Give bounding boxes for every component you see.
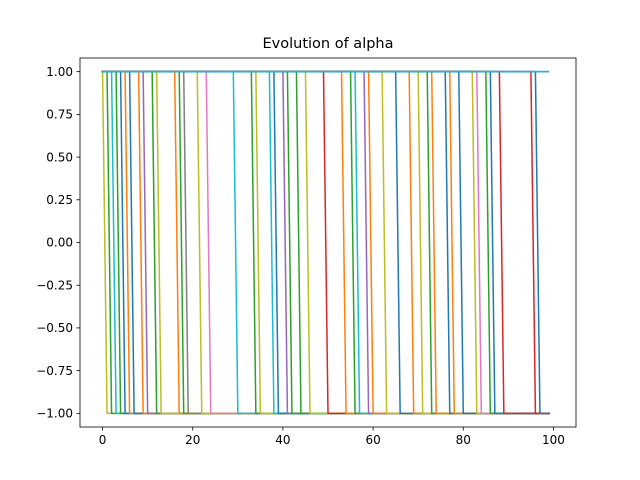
y-tick-label: 1.00 (46, 65, 73, 79)
x-tick-label: 100 (542, 433, 565, 447)
chart-title: Evolution of alpha (263, 36, 394, 52)
y-tick-label: −0.75 (36, 364, 73, 378)
x-tick-label: 40 (275, 433, 290, 447)
y-tick-label: −0.50 (36, 321, 73, 335)
series-layer (101, 70, 550, 415)
axes-layer: 0 20 40 60 80 100 1.00 0.75 0.50 0.25 0.00 −0.25 −0.… (36, 57, 577, 447)
y-tick-label: 0.75 (46, 108, 73, 122)
y-tick-label: 0.25 (46, 193, 73, 207)
x-tick-label: 60 (365, 433, 380, 447)
y-tick-label: −0.25 (36, 278, 73, 292)
series-line-25 (101, 70, 550, 415)
x-tick-label: 80 (456, 433, 471, 447)
y-tick-label: 0.00 (46, 236, 73, 250)
x-tick-label: 0 (99, 433, 107, 447)
y-tick-label: 0.50 (46, 150, 73, 164)
y-tick-label: −1.00 (36, 407, 73, 421)
x-tick-label: 20 (185, 433, 200, 447)
